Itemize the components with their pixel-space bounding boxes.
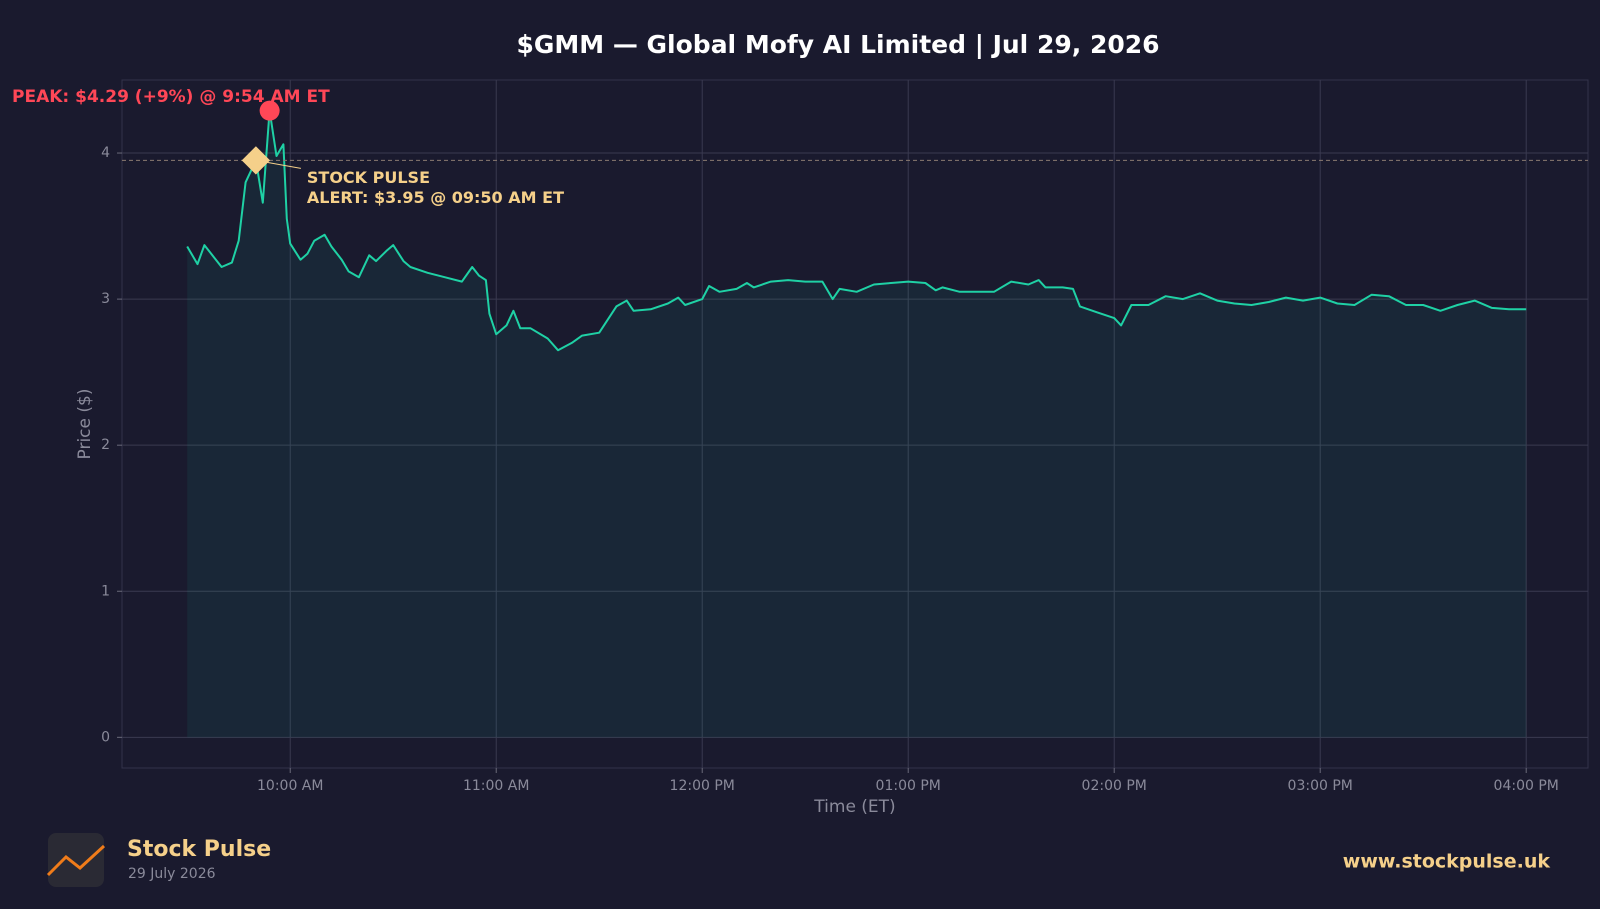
logo-icon (46, 844, 106, 877)
peak-label: PEAK: $4.29 (+9%) @ 9:54 AM ET (12, 87, 330, 107)
logo-box (48, 833, 104, 887)
logo (46, 833, 106, 887)
brand-date: 29 July 2026 (128, 866, 216, 882)
peak-marker (259, 100, 280, 121)
chart-title: $GMM — Global Mofy AI Limited | Jul 29, … (516, 30, 1159, 59)
brand-name: Stock Pulse (127, 837, 271, 862)
y-axis-label: Price ($) (75, 389, 95, 460)
x-tick-label: 03:00 PM (1288, 778, 1353, 794)
price-line (186, 109, 1527, 352)
x-axis-label: Time (ET) (813, 797, 895, 817)
alert-label: STOCK PULSE (307, 168, 430, 187)
brand-url: www.stockpulse.uk (1343, 851, 1551, 873)
plot-area: 0 1 2 3 4 10:00 AM 11:00 AM 12:00 PM 01:00 PM 02:… (101, 79, 1589, 794)
y-tick-label: 1 (101, 583, 110, 599)
x-tick-label: 04:00 PM (1494, 778, 1559, 794)
x-tick-label: 10:00 AM (257, 778, 323, 794)
y-tick-label: 3 (101, 291, 110, 307)
plot-frame (121, 79, 1589, 769)
x-tick-label: 02:00 PM (1082, 778, 1147, 794)
y-tick-label: 2 (101, 437, 110, 453)
y-tick-label: 0 (101, 729, 110, 745)
x-tick-label: 11:00 AM (463, 778, 529, 794)
area (187, 110, 1527, 738)
x-tick-label: 12:00 PM (670, 778, 735, 794)
x-tick-label: 01:00 PM (876, 778, 941, 794)
alert-label: ALERT: $3.95 @ 09:50 AM ET (307, 188, 564, 207)
y-tick-label: 4 (101, 145, 110, 161)
